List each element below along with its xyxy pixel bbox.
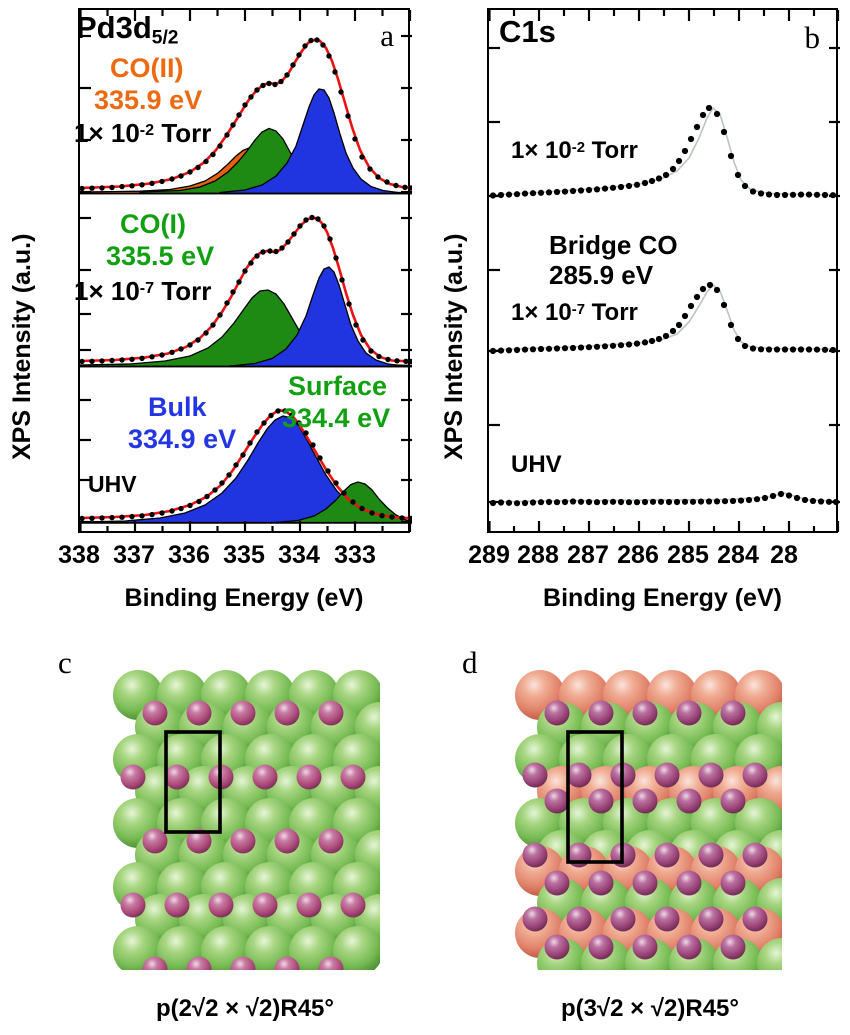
panel-b-pressure-top: 1× 10-2 Torr xyxy=(511,138,638,163)
panel-c-unit-cell xyxy=(164,730,222,834)
panel-c-lattice xyxy=(113,670,380,970)
panel-a-energy-bulk: 334.9 eV xyxy=(128,424,237,454)
panel-a-bot-data-points xyxy=(80,408,412,522)
panel-a-top-component-bulk xyxy=(219,88,412,195)
panel-b-pressure-bottom: UHV xyxy=(511,451,562,478)
panel-a-pressure-mid-exponent: -7 xyxy=(139,279,155,298)
panel-a-pressure-top-mult: × 10 xyxy=(88,118,140,148)
panel-a-letter: a xyxy=(380,18,394,53)
panel-b-tick-286: 286 xyxy=(617,541,659,569)
panel-b-pressure-top-prefix: 1 xyxy=(511,137,525,164)
panel-a-tick-333: 333 xyxy=(334,541,376,569)
panel-a-pressure-mid-unit: Torr xyxy=(154,276,212,306)
panel-a-pressure-top-unit: Torr xyxy=(154,118,212,148)
panel-b-pressure-mid-mult: × 10 xyxy=(524,299,572,326)
panel-b-pressure-mid-exponent: -7 xyxy=(571,301,585,318)
panel-b-letter: b xyxy=(804,20,821,55)
panel-a-tick-338: 338 xyxy=(58,541,100,569)
panel-b-pressure-mid-unit: Torr xyxy=(584,299,638,326)
panel-b-pressure-mid: 1× 10-7 Torr xyxy=(511,300,638,325)
panel-b-ticks xyxy=(489,10,840,532)
panel-b-tick-289: 289 xyxy=(468,541,510,569)
panel-a-label-surface: Surface xyxy=(288,371,388,401)
panel-b-tick-285: 285 xyxy=(667,541,709,569)
panel-a-svg xyxy=(80,10,412,532)
panel-a-pressure-bottom: UHV xyxy=(88,471,137,497)
panel-a-label-bulk: Bulk xyxy=(148,392,207,422)
panel-a-top-data-points xyxy=(80,37,412,192)
panel-a-bot-component-surface xyxy=(274,481,412,524)
panel-a-label-co2: CO(II) xyxy=(110,53,184,83)
panel-a-pressure-mid-prefix: 1 xyxy=(74,276,89,306)
panel-a-core-level-subscript: 5/2 xyxy=(151,27,179,49)
panel-b-x-axis-label: Binding Energy (eV) xyxy=(543,584,782,612)
panel-d-caption: p(3√2 × √2)R45° xyxy=(560,995,739,1022)
panel-b-tick-287: 287 xyxy=(567,541,609,569)
panel-d-letter: d xyxy=(462,645,478,680)
panel-b-pressure-top-exponent: -2 xyxy=(571,139,585,156)
panel-a-tick-335: 335 xyxy=(223,541,265,569)
panel-a-plot-frame: Pd3d5/2 a CO(II) 335.9 eV 1× 10-2 Torr C… xyxy=(74,8,412,533)
panel-b-y-axis-label: XPS Intensity (a.u.) xyxy=(440,233,468,460)
panel-d-unit-cell xyxy=(566,730,624,864)
panel-b-species-energy: 285.9 eV xyxy=(549,260,654,290)
panel-d-structure xyxy=(512,665,782,970)
panel-a-tick-337: 337 xyxy=(113,541,155,569)
panel-a-pressure-top-exponent: -2 xyxy=(139,121,155,140)
panel-c-adsorbates xyxy=(120,700,366,970)
panel-a-y-axis-label: XPS Intensity (a.u.) xyxy=(8,233,36,460)
panel-d-lattice xyxy=(515,670,782,970)
panel-b-core-level-label: C1s xyxy=(499,14,556,49)
panel-c-structure xyxy=(110,665,380,970)
panel-c-svg xyxy=(113,670,380,970)
panel-b-pressure-top-unit: Torr xyxy=(584,137,638,164)
panel-a-pressure-top-prefix: 1 xyxy=(74,118,89,148)
panel-b-mid-data-points xyxy=(489,281,837,355)
panel-b-bot-guide-line xyxy=(492,492,837,503)
panel-b-tick-288: 288 xyxy=(517,541,559,569)
panel-b-pressure-top-mult: × 10 xyxy=(524,137,572,164)
panel-a-energy-co2: 335.9 eV xyxy=(94,85,203,115)
panel-a-tick-334: 334 xyxy=(278,541,320,569)
panel-b-tick-283: 28 xyxy=(770,541,798,569)
panel-d-svg xyxy=(515,670,782,970)
panel-a-ticks xyxy=(80,10,412,532)
panel-a-mid-data-points xyxy=(80,214,412,365)
panel-a-core-level-label: Pd3d5/2 xyxy=(76,10,179,49)
panel-a-energy-co1: 335.5 eV xyxy=(106,241,215,271)
panel-b-species-label: Bridge CO xyxy=(549,230,678,260)
panel-c-caption: p(2√2 × √2)R45° xyxy=(155,995,334,1022)
panel-a-tick-336: 336 xyxy=(168,541,210,569)
panel-c-letter: c xyxy=(58,645,72,680)
panel-a-label-co1: CO(I) xyxy=(120,209,186,239)
panel-b-pressure-mid-prefix: 1 xyxy=(511,299,525,326)
panel-a-energy-surface: 334.4 eV xyxy=(282,403,391,433)
panel-b-plot-frame: C1s b 1× 10-2 Torr Bridge CO 285.9 eV 1×… xyxy=(487,8,840,533)
panel-b-svg xyxy=(489,10,840,532)
panel-a-pressure-mid: 1× 10-7 Torr xyxy=(74,276,212,306)
panel-b-tick-284: 284 xyxy=(717,541,759,569)
panel-a-x-axis-label: Binding Energy (eV) xyxy=(124,584,364,612)
panel-a-pressure-top: 1× 10-2 Torr xyxy=(74,118,212,148)
panel-a-pressure-mid-mult: × 10 xyxy=(88,276,140,306)
